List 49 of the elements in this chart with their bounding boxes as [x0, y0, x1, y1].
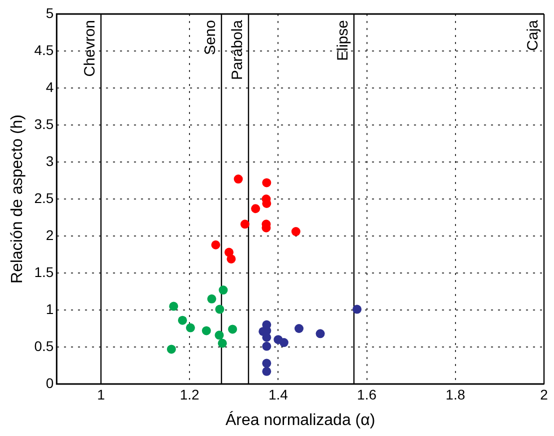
- ref-line-label: Parábola: [229, 19, 246, 80]
- x-tick-label: 1.2: [180, 386, 200, 402]
- x-tick-label: 1.4: [268, 386, 288, 402]
- y-tick-label: 2: [46, 226, 54, 243]
- x-axis-title: Área normalizada (α): [225, 410, 376, 429]
- y-tick-label: 0.5: [34, 338, 54, 354]
- y-tick-label: 2.5: [34, 190, 54, 206]
- point: [226, 254, 236, 264]
- point: [291, 227, 300, 236]
- point: [234, 174, 243, 184]
- x-tick-label: 1.6: [357, 386, 377, 402]
- point: [279, 338, 288, 348]
- point: [262, 342, 272, 351]
- x-tick-label: 1: [97, 386, 106, 402]
- y-axis-title: Relación de aspecto (h): [9, 114, 26, 284]
- ref-line-label: Elipse: [334, 20, 352, 61]
- point: [211, 240, 220, 250]
- y-tick-label: 3: [46, 152, 54, 169]
- point: [294, 324, 304, 333]
- y-tick-label: 0: [46, 374, 54, 391]
- point: [214, 330, 224, 340]
- point: [218, 286, 228, 295]
- point: [166, 344, 176, 354]
- point: [228, 324, 238, 334]
- y-tick-label: 4: [46, 78, 54, 95]
- point: [262, 366, 272, 376]
- y-tick-label: 5: [46, 4, 54, 21]
- point: [186, 323, 195, 332]
- ref-line-label: Chevron: [82, 20, 99, 77]
- point: [202, 326, 211, 336]
- y-tick-label: 4.5: [34, 42, 54, 58]
- y-tick-label: 1: [46, 300, 54, 317]
- x-tick-label: 2: [540, 386, 548, 402]
- point: [251, 204, 260, 214]
- ref-line-label: Caja: [524, 19, 542, 51]
- point: [215, 304, 224, 314]
- point: [262, 178, 272, 188]
- point: [316, 329, 325, 338]
- x-tick-label: 1.8: [446, 386, 466, 402]
- ref-line-label: Seno: [202, 20, 220, 56]
- point: [262, 358, 272, 368]
- y-tick-label: 1.5: [34, 264, 54, 280]
- point: [218, 338, 227, 348]
- point: [240, 220, 250, 229]
- y-tick-label: 3.5: [34, 116, 54, 132]
- point: [169, 302, 178, 311]
- point: [178, 316, 187, 325]
- point: [207, 294, 216, 304]
- point: [352, 304, 362, 314]
